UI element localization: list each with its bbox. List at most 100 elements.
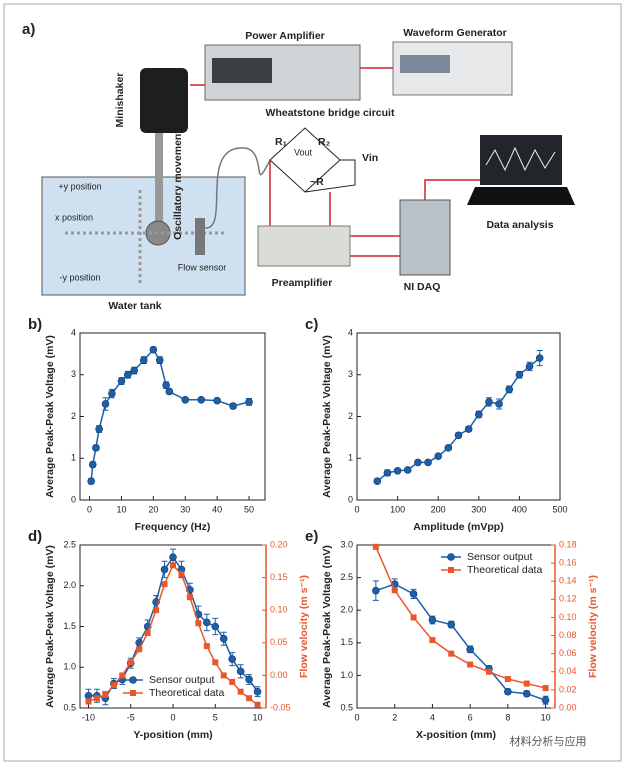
y2-tick-label: 0.16 [559,557,577,567]
marker [410,614,417,621]
marker [211,622,220,631]
marker [542,685,549,692]
legend-label: Theoretical data [149,687,224,699]
generator-screen [400,55,450,73]
y2-tick-label: 0.15 [270,572,288,582]
frame [3,3,622,762]
watermark: 材料分析与应用 [510,734,587,748]
marker [393,466,402,475]
x-tick-label: 10 [253,712,263,722]
marker [409,590,418,598]
y-tick-label: 2.5 [340,572,353,582]
series-line [90,348,250,482]
label: Minishaker [114,73,126,128]
marker [228,655,236,663]
label: R₂ [318,136,331,148]
cable [204,147,271,229]
wires [190,67,480,257]
y-tick-label: 2.5 [63,539,76,549]
y2-tick-label: 0.18 [559,539,577,549]
y-tick-label: 1.0 [63,662,76,672]
y-axis-label: Average Peak-Peak Voltage (mV) [44,335,56,498]
panel-label: b) [28,316,42,333]
amplifier-panel [212,58,272,83]
marker [505,385,514,394]
legend-label: Theoretical data [467,564,542,576]
y2-tick-label: 0.10 [270,605,288,615]
y2-axis-label: Flow velocity (m s⁻¹) [587,575,599,678]
rod [155,133,163,228]
y2-axis-label: Flow velocity (m s⁻¹) [298,575,310,678]
legend-marker [129,676,137,684]
marker [101,400,110,408]
marker [504,676,511,683]
x-tick-label: 200 [431,504,446,514]
panel-label: a) [22,21,35,38]
label: R₁ [275,136,287,148]
marker [253,687,262,696]
y-tick-label: 3.0 [340,539,353,549]
marker [130,366,139,375]
x-axis-label: Y-position (mm) [133,729,212,741]
marker [485,398,493,406]
label: Preamplifier [272,277,333,289]
marker [525,362,534,371]
marker [213,396,221,405]
marker [153,607,160,614]
marker [467,661,474,668]
legend-marker [130,690,136,696]
series-line [376,357,541,482]
marker [236,667,245,676]
marker [486,668,492,675]
y-axis-label: Average Peak-Peak Voltage (mV) [44,545,56,708]
panel-label: d) [28,528,42,545]
y2-tick-label: 0.00 [270,670,288,680]
marker [84,691,93,700]
marker [186,594,193,601]
marker [541,696,550,704]
marker [155,356,164,364]
marker [229,678,236,685]
x-axis-label: Amplitude (mVpp) [413,521,503,533]
y2-tick-label: 0.02 [559,684,577,694]
minishaker [140,68,188,133]
marker [403,466,412,474]
y-tick-label: 2.0 [340,605,353,615]
x-tick-label: 0 [87,504,92,514]
y2-tick-label: 0.08 [559,630,577,640]
marker [372,543,379,550]
legend-label: Sensor output [149,674,214,686]
label: +y position [58,181,101,191]
x-tick-label: -10 [82,712,95,722]
marker [203,618,211,627]
x-tick-label: 6 [468,712,473,722]
y-tick-label: 1.5 [63,621,76,631]
marker [110,682,117,689]
sensor [195,218,205,255]
series-line [375,546,546,689]
y-tick-label: 1 [348,453,353,463]
y-tick-label: 2 [348,411,353,421]
y2-tick-label: 0.04 [559,666,577,676]
marker [523,680,530,687]
marker [535,354,544,362]
marker [522,689,531,698]
label: Wheatstone bridge circuit [266,107,395,119]
marker [178,571,185,578]
y-tick-label: 0 [348,494,353,504]
marker [93,695,100,702]
marker [139,356,148,364]
label: Vin [362,152,378,164]
marker [373,477,382,486]
marker [161,581,168,588]
marker [414,458,422,467]
y2-tick-label: 0.06 [559,648,577,658]
x-tick-label: 8 [505,712,510,722]
y2-tick-label: 0.05 [270,637,288,647]
marker [203,643,210,650]
marker [428,616,437,624]
screen-wave [485,146,556,172]
label: Waveform Generator [403,27,506,39]
x-axis-label: Frequency (Hz) [135,521,211,533]
y-tick-label: 0.5 [63,702,76,712]
